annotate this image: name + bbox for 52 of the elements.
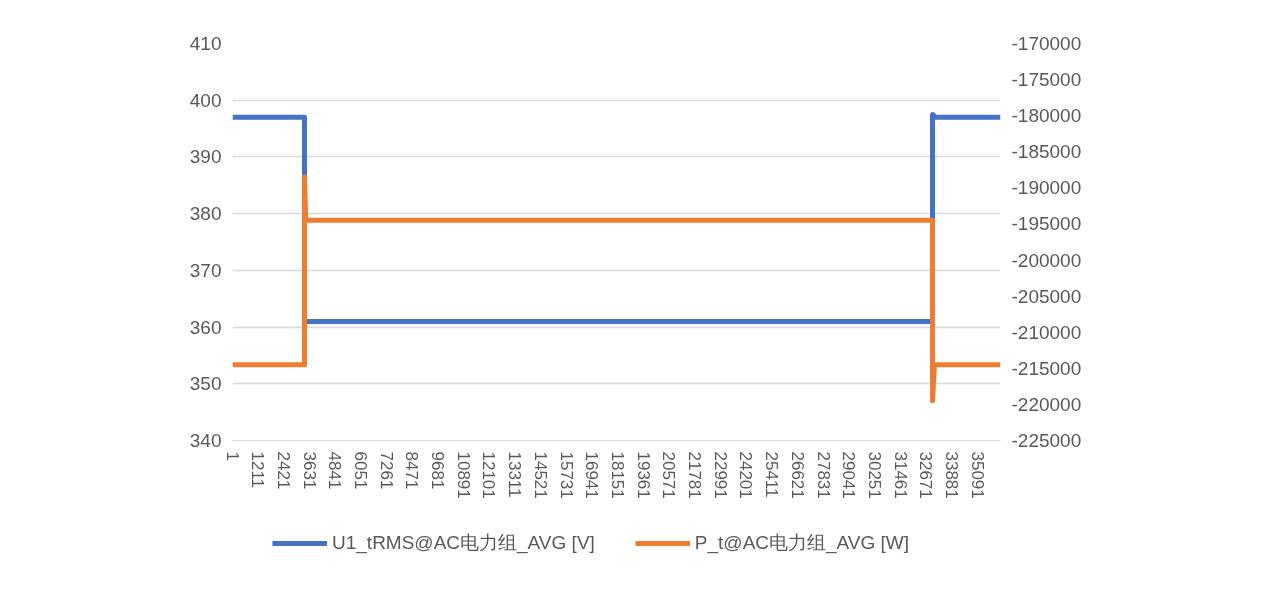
y2-tick-label: -175000 xyxy=(1011,69,1082,91)
y2-tick-label: -185000 xyxy=(1011,141,1082,163)
x-tick-label: 19361 xyxy=(633,451,653,499)
y2-tick-label: -180000 xyxy=(1011,105,1082,127)
x-tick-label: 14521 xyxy=(530,451,550,499)
y2-tick-label: -205000 xyxy=(1011,285,1082,307)
x-tick-label: 32671 xyxy=(916,451,936,499)
x-tick-label: 4841 xyxy=(325,451,345,490)
x-tick-label: 8471 xyxy=(402,451,422,490)
y-tick-label: 400 xyxy=(189,89,222,111)
y-tick-label: 360 xyxy=(189,316,222,338)
x-tick-label: 1 xyxy=(222,451,242,461)
y-tick-label: 350 xyxy=(189,373,222,395)
legend-label: U1_tRMS@AC电力组_AVG [V] xyxy=(332,531,595,556)
x-tick-label: 7261 xyxy=(376,451,396,490)
x-tick-label: 18151 xyxy=(608,451,627,499)
x-tick-label: 27831 xyxy=(813,451,833,499)
x-tick-label: 22991 xyxy=(710,451,730,499)
y2-tick-label: -190000 xyxy=(1011,177,1082,199)
x-tick-label: 6051 xyxy=(351,451,370,490)
x-tick-label: 13311 xyxy=(505,451,525,498)
y-tick-label: 410 xyxy=(189,33,222,54)
x-tick-label: 31461 xyxy=(890,451,910,499)
y2-tick-label: -225000 xyxy=(1011,430,1082,451)
x-tick-label: 2421 xyxy=(273,451,293,490)
x-tick-label: 9681 xyxy=(428,451,448,490)
y2-tick-label: -210000 xyxy=(1011,321,1082,343)
x-tick-label: 12101 xyxy=(479,451,499,499)
y2-tick-label: -170000 xyxy=(1011,33,1082,54)
x-tick-label: 15731 xyxy=(556,451,576,499)
x-tick-label: 26621 xyxy=(787,451,807,499)
x-tick-label: 16941 xyxy=(582,451,602,499)
x-tick-label: 20571 xyxy=(659,451,679,499)
x-tick-label: 24201 xyxy=(736,451,756,499)
x-tick-label: 35091 xyxy=(967,451,987,499)
x-tick-label: 33881 xyxy=(942,451,962,499)
x-tick-label: 21781 xyxy=(685,451,705,499)
x-tick-label: 1211 xyxy=(248,451,268,489)
x-tick-label: 10891 xyxy=(453,451,473,499)
y-tick-label: 390 xyxy=(189,146,222,168)
legend-label: P_t@AC电力组_AVG [W] xyxy=(694,531,910,556)
y2-tick-label: -200000 xyxy=(1011,249,1082,271)
y-tick-label: 380 xyxy=(189,203,222,225)
y-tick-label: 370 xyxy=(189,259,222,281)
y2-tick-label: -220000 xyxy=(1011,393,1082,415)
x-tick-label: 3631 xyxy=(299,451,319,490)
y2-tick-label: -215000 xyxy=(1011,357,1082,379)
y2-tick-label: -195000 xyxy=(1011,213,1082,235)
x-tick-label: 30251 xyxy=(865,451,884,499)
x-tick-label: 25411 xyxy=(762,451,782,498)
x-tick-label: 29041 xyxy=(839,451,859,499)
y-tick-label: 340 xyxy=(189,430,222,451)
